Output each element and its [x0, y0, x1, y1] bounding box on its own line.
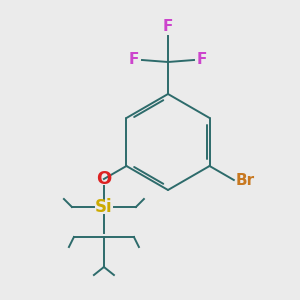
Text: Si: Si [95, 198, 113, 216]
Text: Br: Br [236, 172, 255, 188]
Text: O: O [96, 170, 112, 188]
Text: F: F [129, 52, 139, 68]
Text: F: F [163, 19, 173, 34]
Text: F: F [197, 52, 207, 68]
